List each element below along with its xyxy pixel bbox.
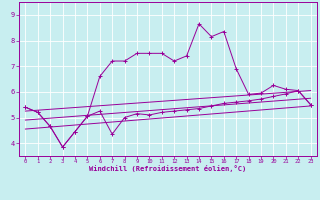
X-axis label: Windchill (Refroidissement éolien,°C): Windchill (Refroidissement éolien,°C): [89, 165, 247, 172]
